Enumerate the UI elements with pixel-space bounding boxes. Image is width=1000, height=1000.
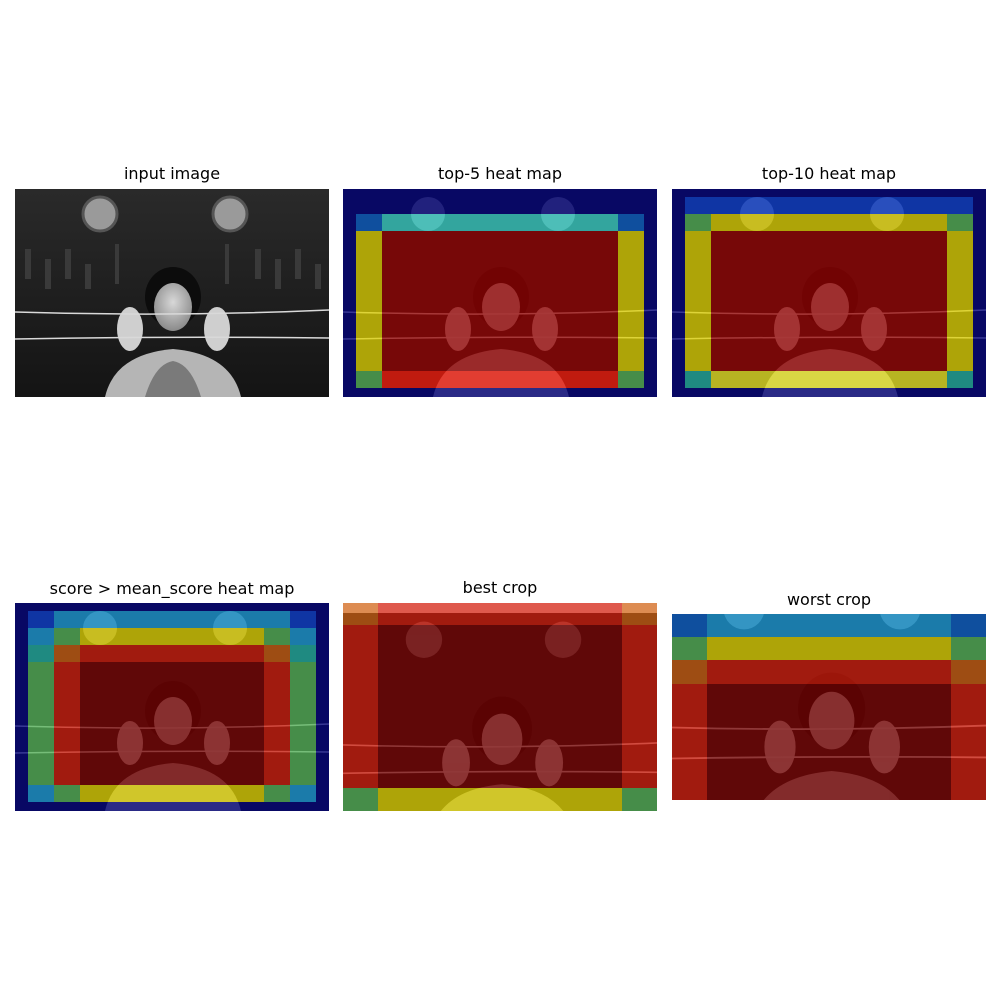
panel-title-worst-crop: worst crop bbox=[786, 590, 872, 609]
input-image bbox=[15, 189, 329, 397]
panel-title-top10-heat-map: top-10 heat map bbox=[761, 164, 897, 183]
worst-crop bbox=[672, 614, 986, 800]
top10-heat-map bbox=[672, 189, 986, 397]
panel-title-mean-score-heat-map: score > mean_score heat map bbox=[49, 579, 295, 598]
panel-title-best-crop: best crop bbox=[462, 578, 538, 597]
panel-title-top5-heat-map: top-5 heat map bbox=[438, 164, 562, 183]
panel-title-input-image: input image bbox=[123, 164, 221, 183]
best-crop bbox=[343, 603, 657, 811]
top5-heat-map bbox=[343, 189, 657, 397]
mean-score-heat-map bbox=[15, 603, 329, 811]
